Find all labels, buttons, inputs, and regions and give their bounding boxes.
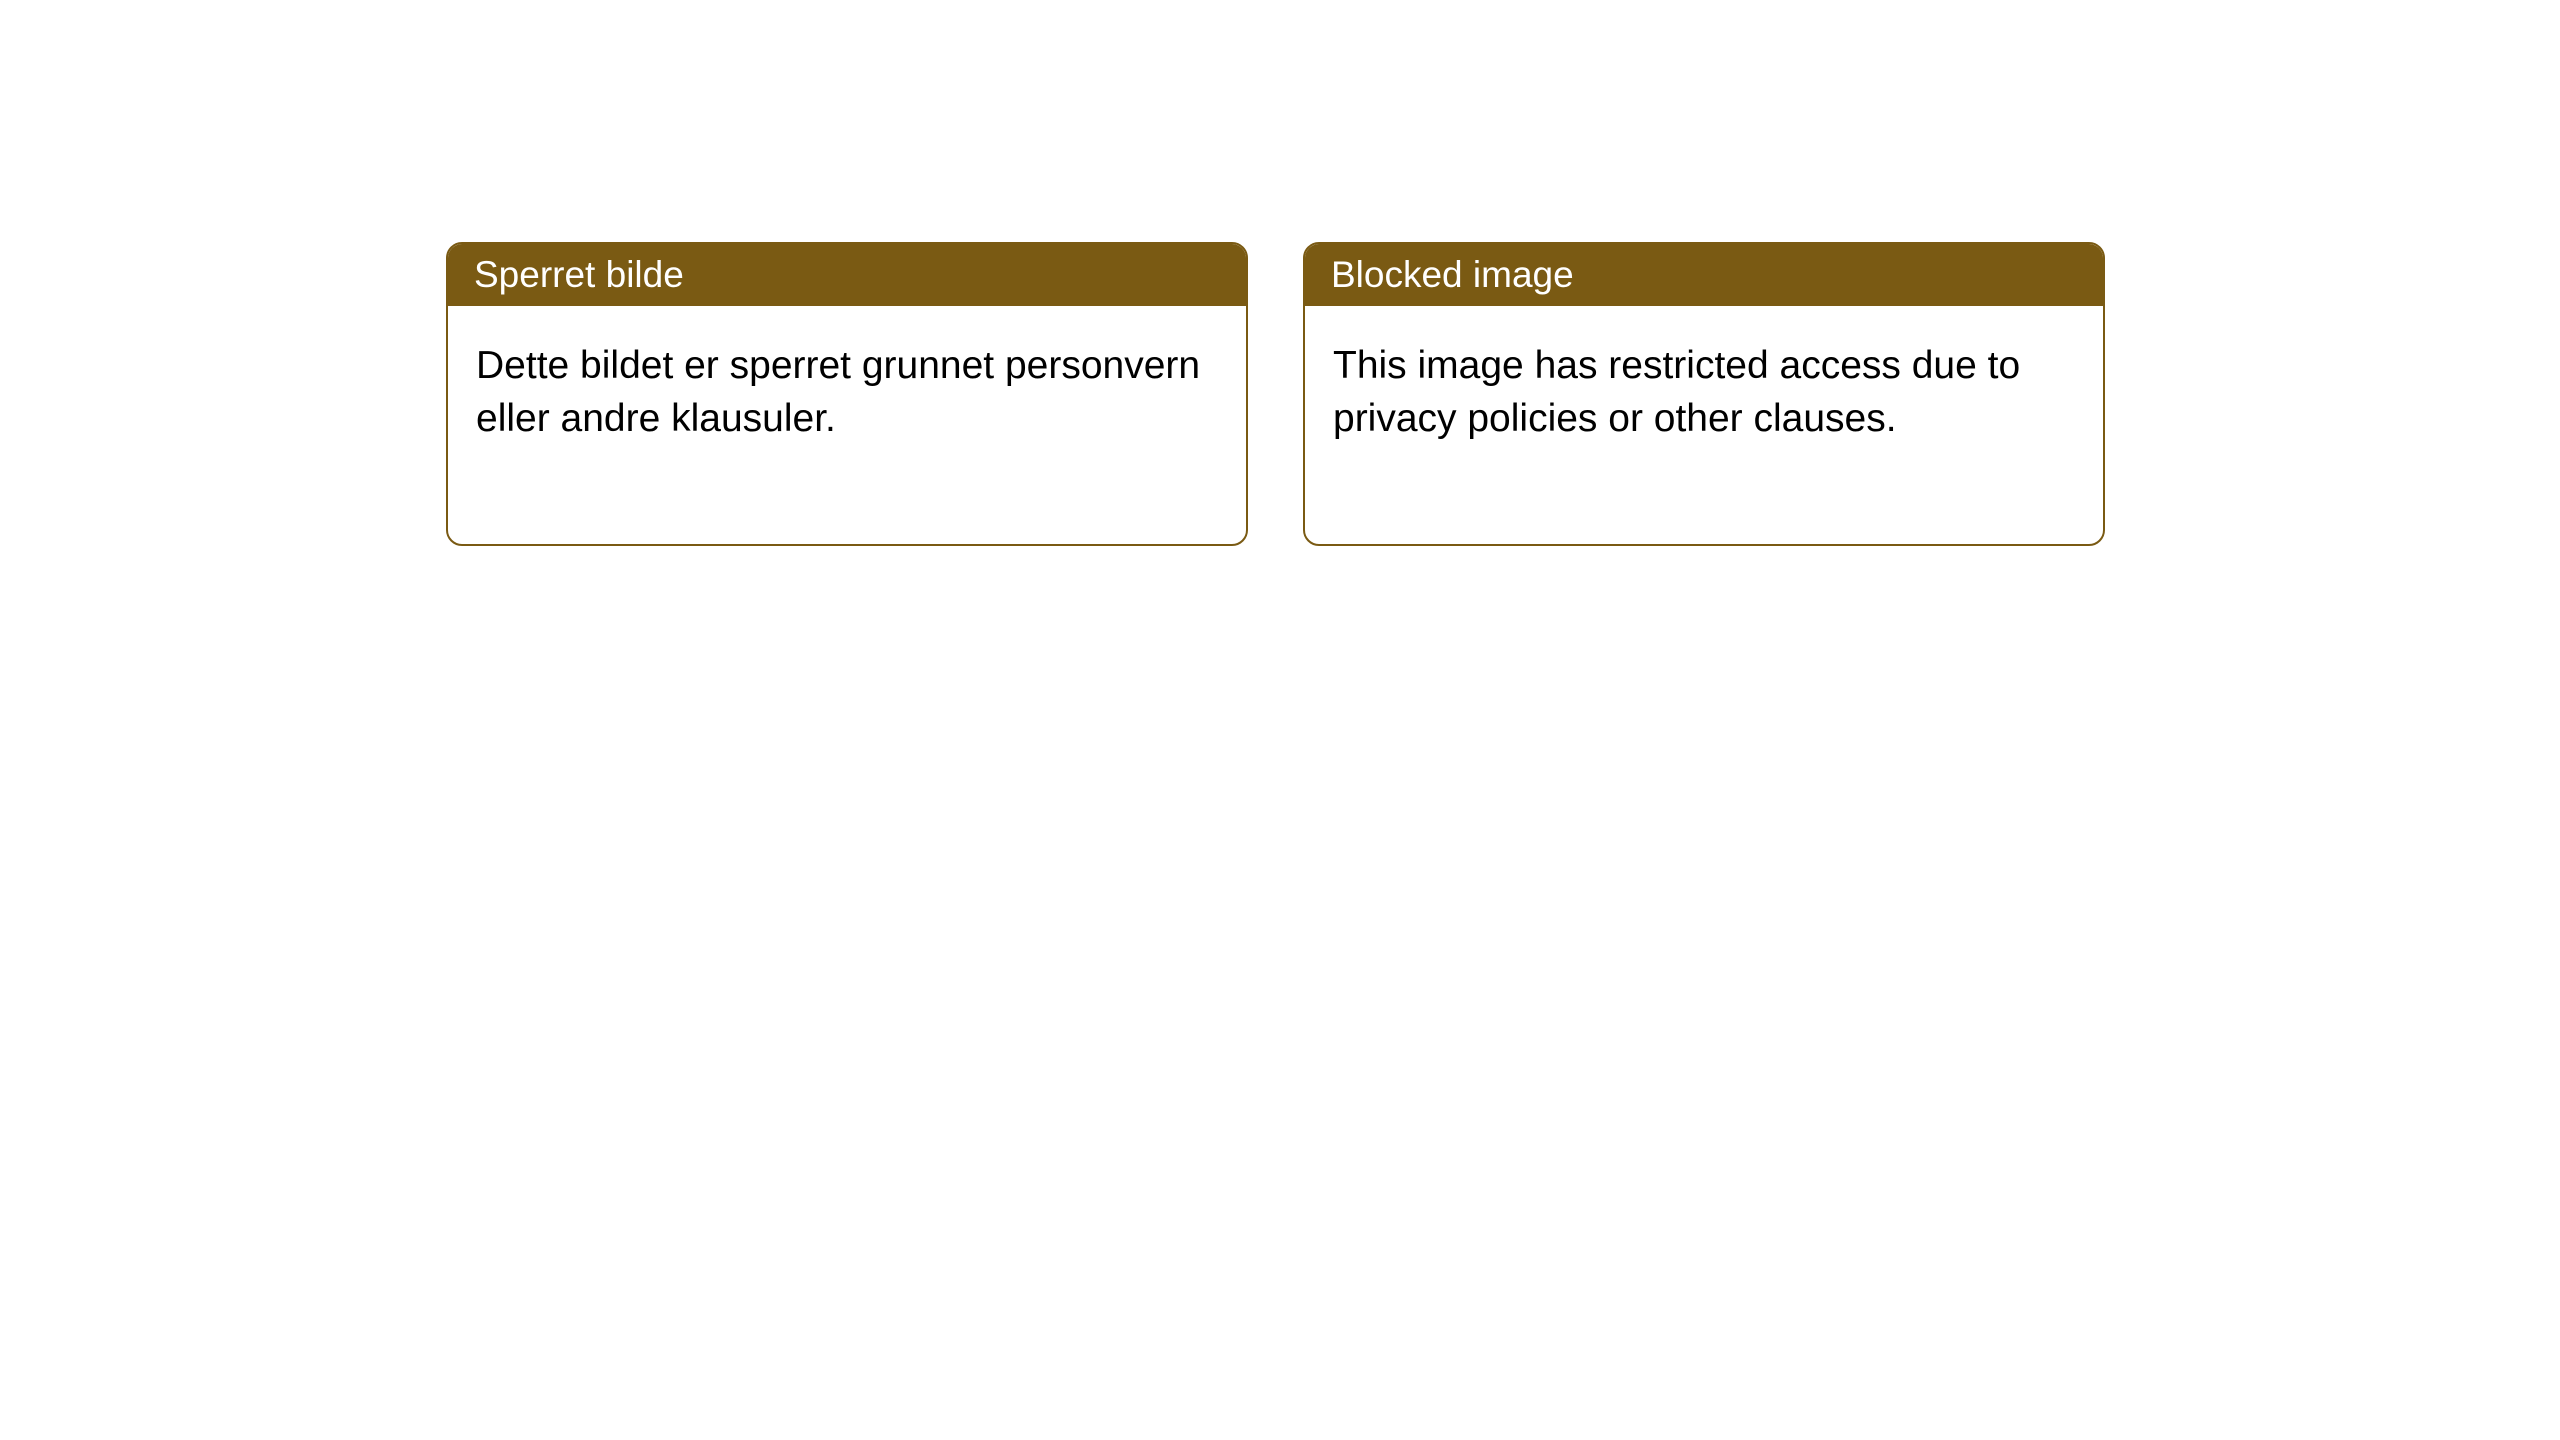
notice-header: Sperret bilde <box>448 244 1246 306</box>
notice-container: Sperret bilde Dette bildet er sperret gr… <box>0 0 2560 546</box>
notice-body: This image has restricted access due to … <box>1305 306 2103 544</box>
notice-body: Dette bildet er sperret grunnet personve… <box>448 306 1246 544</box>
notice-box-english: Blocked image This image has restricted … <box>1303 242 2105 546</box>
notice-header: Blocked image <box>1305 244 2103 306</box>
notice-box-norwegian: Sperret bilde Dette bildet er sperret gr… <box>446 242 1248 546</box>
